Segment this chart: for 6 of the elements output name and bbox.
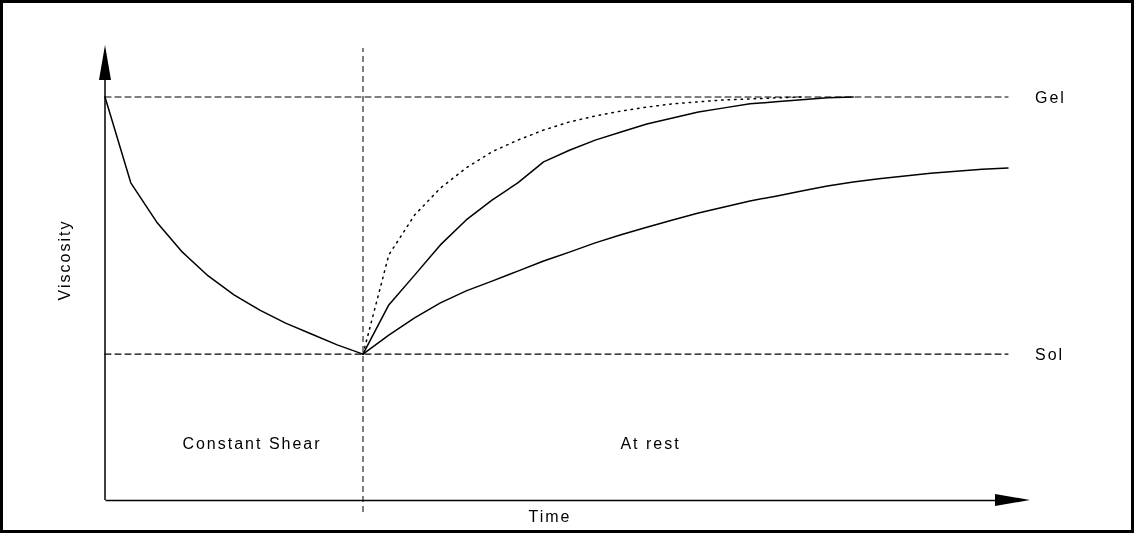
x-axis-title: Time [528, 508, 572, 525]
series-label: Gel [1035, 89, 1066, 106]
y-axis-title: Viscosity [56, 219, 73, 301]
series-label: Sol [1035, 346, 1065, 364]
annotation: At rest [620, 435, 681, 452]
annotation: Constant Shear [182, 435, 322, 452]
